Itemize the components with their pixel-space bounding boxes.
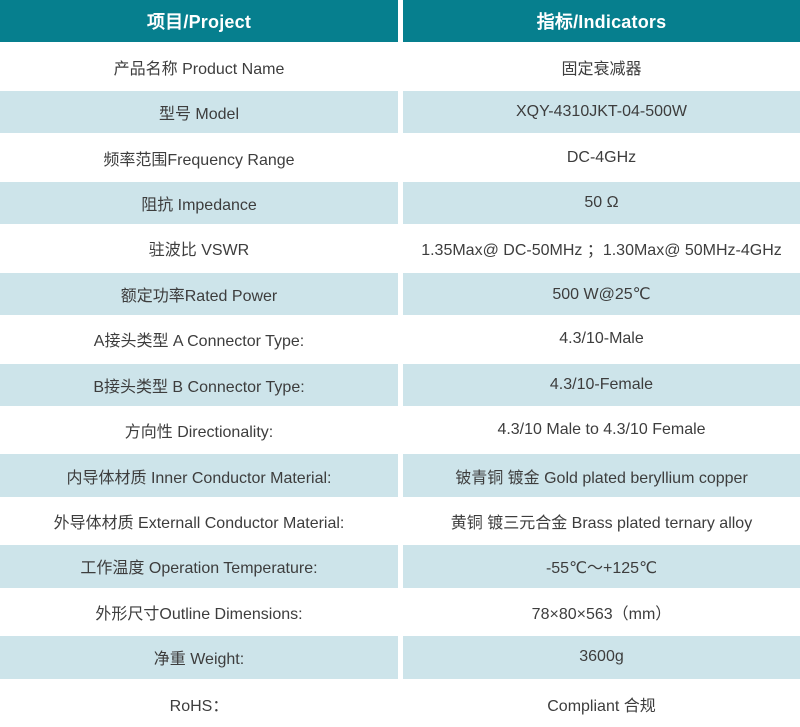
table-row: 外形尺寸Outline Dimensions: 78×80×563（mm） bbox=[0, 590, 800, 637]
table-row: 型号 Model XQY-4310JKT-04-500W bbox=[0, 90, 800, 137]
project-cell: 额定功率Rated Power bbox=[0, 272, 398, 319]
indicator-cell: XQY-4310JKT-04-500W bbox=[398, 90, 800, 137]
project-cell: 型号 Model bbox=[0, 90, 398, 137]
col-header-indicators: 指标/Indicators bbox=[398, 0, 800, 46]
indicator-cell: 78×80×563（mm） bbox=[398, 590, 800, 637]
project-cell: 内导体材质 Inner Conductor Material: bbox=[0, 454, 398, 500]
project-cell: A接头类型 A Connector Type: bbox=[0, 318, 398, 364]
table-row: B接头类型 B Connector Type: 4.3/10-Female bbox=[0, 363, 800, 409]
project-cell: 外导体材质 Externall Conductor Material: bbox=[0, 499, 398, 546]
project-cell: 频率范围Frequency Range bbox=[0, 136, 398, 182]
table-row: 净重 Weight: 3600g bbox=[0, 636, 800, 682]
indicator-cell: 50 Ω bbox=[398, 181, 800, 228]
table-row: 外导体材质 Externall Conductor Material: 黄铜 镀… bbox=[0, 499, 800, 546]
project-cell: 净重 Weight: bbox=[0, 636, 398, 682]
indicator-cell: 4.3/10-Female bbox=[398, 363, 800, 409]
table-row: 阻抗 Impedance 50 Ω bbox=[0, 181, 800, 228]
project-cell: 工作温度 Operation Temperature: bbox=[0, 545, 398, 591]
col-header-project: 项目/Project bbox=[0, 0, 398, 46]
project-cell: 驻波比 VSWR bbox=[0, 227, 398, 273]
table-row: A接头类型 A Connector Type: 4.3/10-Male bbox=[0, 318, 800, 364]
project-cell: 外形尺寸Outline Dimensions: bbox=[0, 590, 398, 637]
indicator-cell: 4.3/10 Male to 4.3/10 Female bbox=[398, 408, 800, 455]
table-row: 工作温度 Operation Temperature: -55℃～+125℃ bbox=[0, 545, 800, 591]
indicator-cell: DC-4GHz bbox=[398, 136, 800, 182]
table-row: 内导体材质 Inner Conductor Material: 铍青铜 镀金 G… bbox=[0, 454, 800, 500]
indicator-cell: -55℃～+125℃ bbox=[398, 545, 800, 591]
indicator-cell: 3600g bbox=[398, 636, 800, 682]
indicator-cell: 铍青铜 镀金 Gold plated beryllium copper bbox=[398, 454, 800, 500]
indicator-cell: 500 W@25℃ bbox=[398, 272, 800, 319]
indicator-cell: 4.3/10-Male bbox=[398, 318, 800, 364]
table-row: 额定功率Rated Power 500 W@25℃ bbox=[0, 272, 800, 319]
table-row: 方向性 Directionality: 4.3/10 Male to 4.3/1… bbox=[0, 408, 800, 455]
project-cell: 阻抗 Impedance bbox=[0, 181, 398, 228]
project-cell: B接头类型 B Connector Type: bbox=[0, 363, 398, 409]
project-cell: 方向性 Directionality: bbox=[0, 408, 398, 455]
indicator-cell: Compliant 合规 bbox=[398, 681, 800, 727]
project-cell: RoHS： bbox=[0, 681, 398, 727]
indicator-cell: 1.35Max@ DC-50MHz ；1.30Max@ 50MHz-4GHz bbox=[398, 227, 800, 273]
table-row: 驻波比 VSWR 1.35Max@ DC-50MHz ；1.30Max@ 50M… bbox=[0, 227, 800, 273]
project-cell: 产品名称 Product Name bbox=[0, 45, 398, 91]
table-row: 频率范围Frequency Range DC-4GHz bbox=[0, 136, 800, 182]
table-row: 产品名称 Product Name 固定衰减器 bbox=[0, 45, 800, 91]
indicator-cell: 黄铜 镀三元合金 Brass plated ternary alloy bbox=[398, 499, 800, 546]
indicator-cell: 固定衰减器 bbox=[398, 45, 800, 91]
table-row: RoHS： Compliant 合规 bbox=[0, 681, 800, 727]
header-row: 项目/Project 指标/Indicators bbox=[0, 0, 800, 46]
